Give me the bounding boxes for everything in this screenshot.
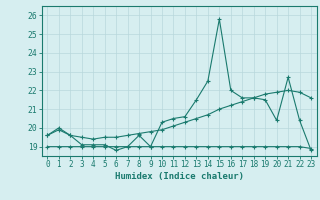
X-axis label: Humidex (Indice chaleur): Humidex (Indice chaleur) [115,172,244,181]
